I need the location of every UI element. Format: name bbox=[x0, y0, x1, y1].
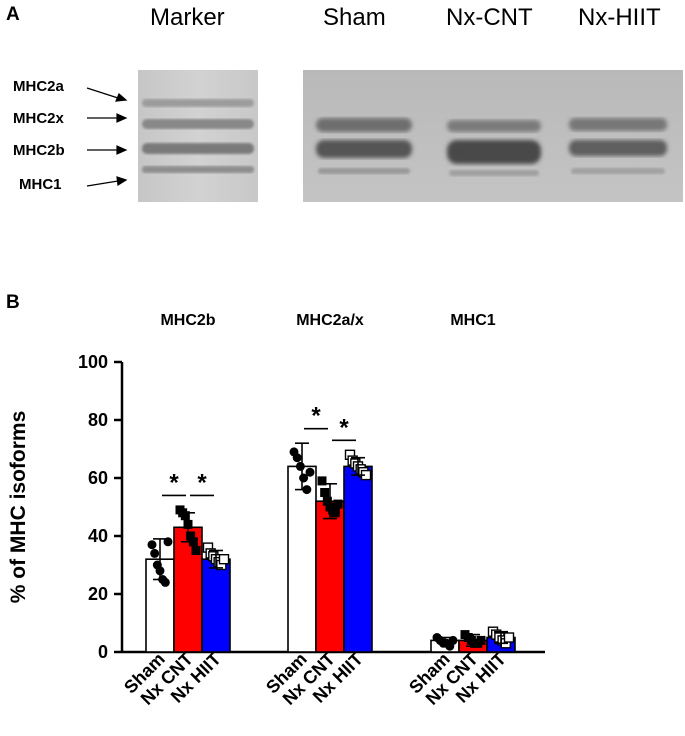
nx-cnt-band-mhc2b bbox=[447, 140, 541, 164]
data-point bbox=[320, 488, 330, 497]
group-title: MHC1 bbox=[450, 312, 495, 329]
data-point bbox=[503, 632, 515, 643]
data-point bbox=[180, 511, 190, 521]
marker-gel-background bbox=[138, 70, 258, 202]
panel-a: A Marker Sham Nx-CNT Nx-HIIT bbox=[6, 4, 683, 202]
data-point bbox=[322, 496, 332, 506]
significance-star: * bbox=[169, 469, 179, 496]
y-tick-label: 60 bbox=[88, 468, 108, 488]
significance-star: * bbox=[197, 469, 207, 496]
y-tick-label: 80 bbox=[88, 410, 108, 430]
sample-gel bbox=[303, 70, 683, 202]
data-point bbox=[147, 540, 157, 550]
marker-band-mhc2a bbox=[142, 99, 254, 107]
lane-title-sham: Sham bbox=[323, 4, 386, 31]
data-point bbox=[150, 548, 160, 558]
data-point bbox=[295, 461, 305, 471]
bar bbox=[201, 558, 231, 653]
marker-band-mhc2x bbox=[142, 119, 254, 129]
arrow-head-mhc2a bbox=[115, 93, 128, 102]
bar bbox=[343, 465, 373, 653]
bar-chart: 0 20 40 60 80 100 % of MHC isoforms MHC2bShamNx… bbox=[7, 312, 545, 709]
band-label-mhc2x: MHC2x bbox=[13, 110, 65, 127]
arrow-mhc1 bbox=[86, 180, 119, 187]
panel-a-letter: A bbox=[6, 4, 20, 25]
data-point bbox=[333, 499, 343, 509]
significance-star: * bbox=[311, 403, 321, 430]
data-point bbox=[330, 508, 340, 518]
y-tick-label: 0 bbox=[98, 642, 108, 662]
lane-title-nx-hiit: Nx-HIIT bbox=[578, 4, 661, 31]
nx-cnt-band-mhc1 bbox=[449, 170, 539, 176]
data-point bbox=[218, 554, 230, 565]
y-tick-label: 100 bbox=[78, 352, 108, 372]
sample-gel-background bbox=[303, 70, 683, 202]
arrow-head-mhc2b bbox=[116, 145, 128, 155]
y-tick-label: 20 bbox=[88, 584, 108, 604]
marker-gel bbox=[138, 70, 258, 202]
panel-b-letter: B bbox=[6, 292, 20, 313]
nx-hiit-band-mhc2b bbox=[569, 140, 667, 156]
data-point bbox=[305, 467, 315, 477]
data-point bbox=[317, 476, 327, 486]
significance-star: * bbox=[339, 414, 349, 441]
group-title: MHC2b bbox=[160, 312, 215, 329]
data-point bbox=[476, 635, 486, 645]
lane-title-nx-cnt: Nx-CNT bbox=[446, 4, 533, 31]
nx-hiit-band-mhc2x bbox=[569, 118, 667, 131]
data-point bbox=[186, 531, 196, 541]
bar bbox=[287, 465, 317, 653]
data-point bbox=[292, 453, 302, 463]
bar bbox=[315, 500, 345, 653]
y-tick-label: 40 bbox=[88, 526, 108, 546]
nx-cnt-band-mhc2x bbox=[447, 120, 541, 132]
data-point bbox=[191, 546, 201, 555]
nx-hiit-band-mhc1 bbox=[571, 168, 665, 174]
group-title: MHC2a/x bbox=[296, 312, 364, 329]
band-label-mhc2b: MHC2b bbox=[13, 142, 65, 159]
arrow-head-mhc2x bbox=[116, 113, 128, 123]
sham-band-mhc2x bbox=[316, 118, 412, 132]
lane-title-marker: Marker bbox=[150, 4, 225, 31]
y-axis-title: % of MHC isoforms bbox=[7, 411, 30, 604]
panel-b: B 0 20 40 60 80 100 % of MHC isoforms MHC2bSham… bbox=[6, 292, 545, 709]
sham-band-mhc1 bbox=[318, 168, 410, 174]
arrow-head-mhc1 bbox=[116, 176, 128, 187]
band-label-mhc2a: MHC2a bbox=[13, 78, 65, 95]
sham-band-mhc2b bbox=[316, 140, 412, 158]
marker-band-mhc2b bbox=[142, 143, 254, 154]
band-label-mhc1: MHC1 bbox=[19, 176, 62, 193]
marker-band-mhc1 bbox=[142, 166, 254, 173]
arrow-mhc2a bbox=[86, 87, 119, 99]
